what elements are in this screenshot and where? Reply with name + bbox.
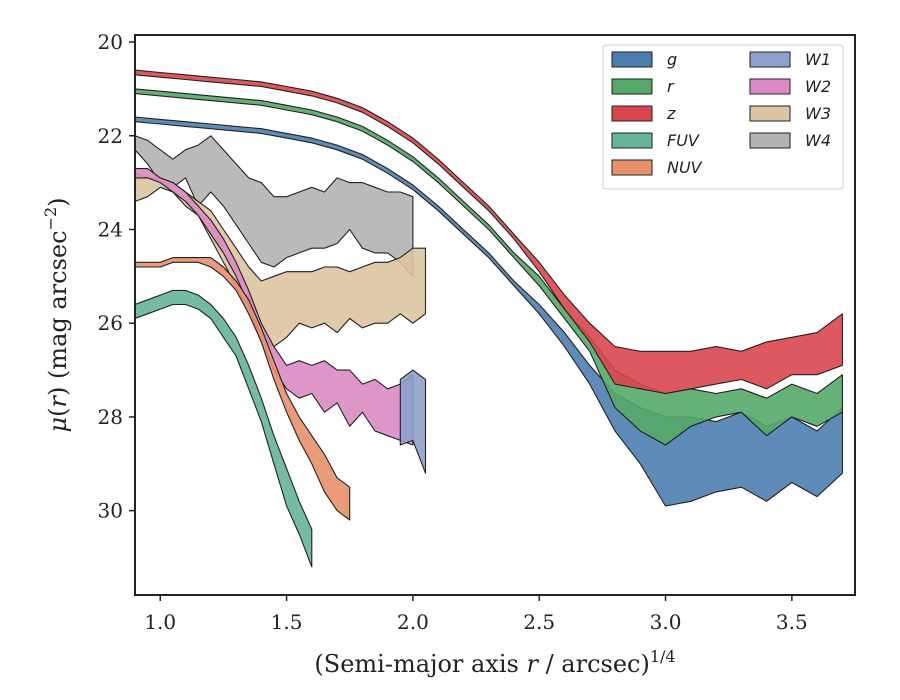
legend-label-nuv: NUV <box>667 158 703 177</box>
legend-swatch-g <box>611 51 653 68</box>
y-tick-label: 30 <box>98 499 123 523</box>
x-tick-label: 1.0 <box>144 610 176 634</box>
legend-swatch-fuv <box>611 132 653 149</box>
y-axis-label: μ(r) (mag arcsec−2) <box>41 197 72 432</box>
x-tick-label: 3.5 <box>776 610 808 634</box>
series-bands <box>135 69 843 568</box>
band-nuv <box>135 257 351 521</box>
band-w4 <box>135 135 414 277</box>
y-tick-label: 20 <box>98 30 123 54</box>
legend-label-w3: W3 <box>805 104 831 123</box>
legend: grz FUV NUV W1 W2 W3 W4 <box>602 44 844 190</box>
band-fuv <box>135 289 313 568</box>
y-axis: 20 22 24 26 28 30 <box>98 30 135 523</box>
band-z <box>135 69 843 395</box>
legend-label-w4: W4 <box>805 131 831 150</box>
legend-label-z: z <box>666 104 676 123</box>
x-tick-label: 3.0 <box>650 610 682 634</box>
x-axis: 1.0 1.5 2.0 2.5 3.0 3.5 <box>144 595 808 634</box>
band-w1 <box>399 369 427 474</box>
y-tick-label: 22 <box>98 124 123 148</box>
legend-label-g: g <box>667 50 677 69</box>
legend-swatch-z <box>611 105 653 122</box>
legend-label-fuv: FUV <box>667 131 700 150</box>
legend-label-r: r <box>667 77 675 96</box>
legend-items: grz FUV NUV W1 W2 W3 W4 <box>611 50 831 177</box>
band-g <box>135 116 843 507</box>
band-w2 <box>135 168 414 446</box>
x-axis-label: (Semi-major axis r / arcsec)1/4 <box>314 647 675 678</box>
y-tick-label: 24 <box>98 217 123 241</box>
plot-frame <box>134 34 856 596</box>
legend-swatch-w2 <box>749 78 791 95</box>
band-r <box>135 88 843 446</box>
x-tick-label: 2.5 <box>523 610 555 634</box>
legend-swatch-nuv <box>611 159 653 176</box>
legend-swatch-w3 <box>749 105 791 122</box>
y-tick-label: 26 <box>98 311 123 335</box>
x-tick-label: 2.0 <box>397 610 429 634</box>
legend-label-w2: W2 <box>805 77 831 96</box>
y-tick-label: 28 <box>98 405 123 429</box>
legend-swatch-r <box>611 78 653 95</box>
legend-label-w1: W1 <box>805 50 831 69</box>
legend-swatch-w1 <box>749 51 791 68</box>
legend-swatch-w4 <box>749 132 791 149</box>
x-tick-label: 1.5 <box>271 610 303 634</box>
